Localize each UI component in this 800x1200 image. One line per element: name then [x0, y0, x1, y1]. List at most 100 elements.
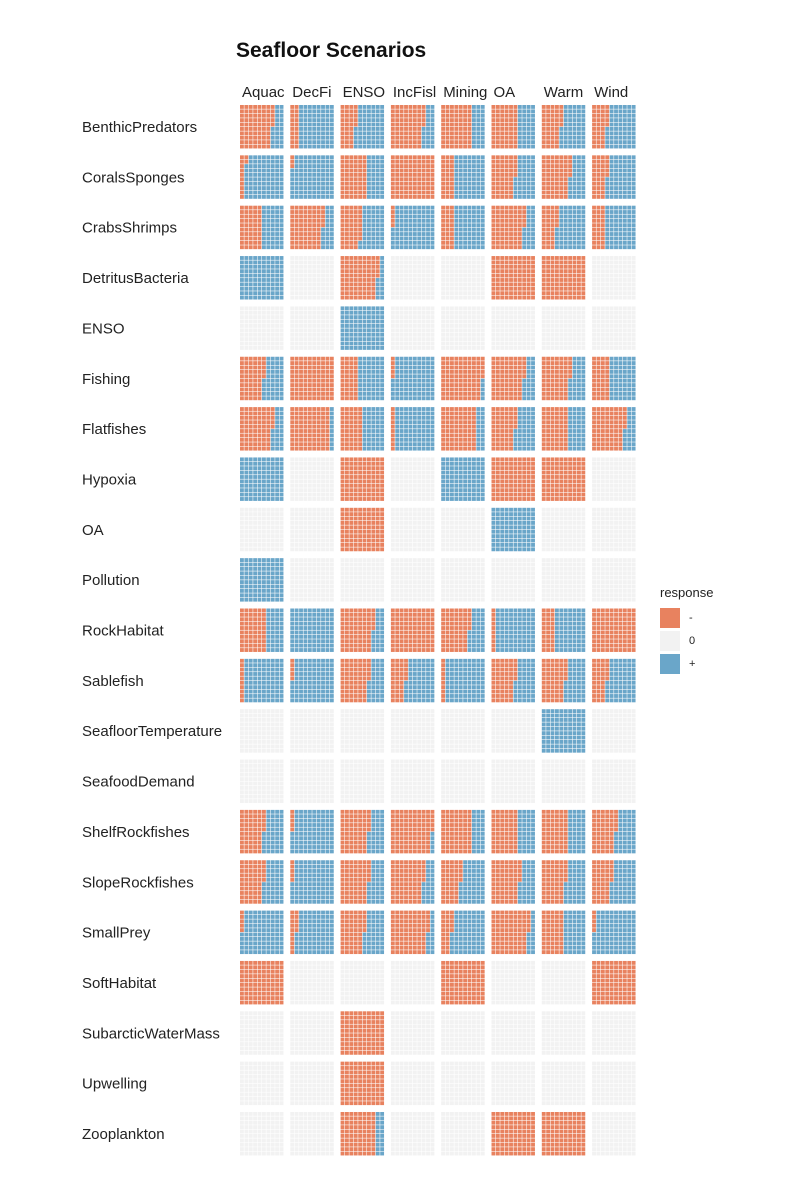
waffle-square: [509, 286, 513, 291]
waffle-square: [614, 396, 618, 401]
waffle-square: [329, 155, 334, 160]
waffle-square: [270, 214, 275, 219]
waffle-square: [380, 135, 385, 140]
waffle-square: [312, 109, 317, 114]
waffle-square: [441, 332, 446, 337]
waffle-square: [244, 232, 249, 236]
waffle-square: [605, 105, 610, 109]
waffle-square: [445, 181, 450, 186]
waffle-square: [450, 113, 454, 118]
waffle-square: [345, 269, 349, 274]
waffle-square: [430, 278, 435, 282]
waffle-square: [572, 291, 577, 296]
waffle-square: [307, 232, 312, 236]
waffle-square: [555, 391, 559, 396]
waffle-square: [463, 177, 468, 182]
waffle-square: [614, 164, 618, 168]
waffle-square: [349, 356, 354, 361]
waffle-square: [472, 337, 476, 342]
waffle-square: [480, 278, 485, 282]
waffle-square: [399, 260, 404, 265]
waffle-square: [559, 319, 564, 324]
waffle-square: [509, 319, 513, 324]
waffle-square: [353, 356, 358, 361]
waffle-square: [321, 310, 325, 315]
waffle-square: [513, 374, 518, 379]
waffle-square: [467, 210, 472, 214]
waffle-square: [472, 232, 476, 236]
waffle-square: [404, 319, 408, 324]
waffle-square: [248, 144, 253, 149]
waffle-square: [546, 269, 551, 274]
waffle-square: [408, 383, 413, 387]
waffle-square: [329, 286, 334, 291]
waffle-square: [321, 194, 325, 199]
waffle-square: [509, 260, 513, 265]
waffle-square: [426, 332, 430, 337]
waffle-square: [531, 286, 535, 291]
waffle-square: [244, 181, 249, 186]
waffle-square: [454, 383, 459, 387]
waffle-square: [248, 109, 253, 114]
waffle-square: [253, 324, 258, 328]
waffle-square: [417, 396, 422, 401]
waffle-square: [349, 205, 354, 210]
waffle-square: [622, 105, 627, 109]
waffle-square: [395, 291, 400, 296]
waffle-square: [312, 291, 317, 296]
waffle-square: [491, 278, 496, 282]
waffle-square: [631, 140, 636, 145]
waffle-square: [509, 374, 513, 379]
waffle-square: [399, 168, 404, 173]
waffle-square: [349, 127, 354, 131]
waffle-square: [476, 168, 481, 173]
waffle-square: [266, 356, 271, 361]
waffle-square: [240, 415, 244, 420]
waffle-square: [581, 264, 586, 269]
waffle-square: [605, 383, 610, 387]
waffle-square: [275, 291, 280, 296]
waffle-square: [299, 361, 303, 365]
waffle-square: [290, 383, 295, 387]
waffle-square: [380, 365, 385, 370]
waffle-square: [262, 361, 266, 365]
waffle-square: [367, 181, 371, 186]
waffle-square: [472, 159, 476, 164]
waffle-square: [367, 315, 371, 320]
waffle-square: [500, 278, 505, 282]
waffle-square: [441, 131, 446, 136]
waffle-square: [500, 295, 505, 300]
waffle-square: [412, 391, 417, 396]
waffle-square: [253, 346, 258, 350]
waffle-square: [262, 113, 266, 118]
waffle-square: [491, 319, 496, 324]
waffle-square: [568, 387, 573, 392]
waffle-square: [577, 122, 581, 127]
waffle-square: [345, 332, 349, 337]
waffle-square: [421, 278, 426, 282]
waffle-square: [404, 240, 408, 245]
waffle-square: [257, 411, 262, 416]
waffle-square: [353, 315, 358, 320]
waffle-square: [563, 155, 568, 160]
waffle-square: [240, 214, 244, 219]
waffle-square: [395, 324, 400, 328]
waffle-square: [559, 236, 564, 241]
waffle-square: [454, 245, 459, 250]
waffle-square: [257, 232, 262, 236]
waffle-square: [399, 365, 404, 370]
waffle-square: [526, 144, 531, 149]
waffle-square: [290, 210, 295, 214]
waffle-square: [572, 365, 577, 370]
waffle-square: [325, 177, 330, 182]
waffle-square: [458, 332, 463, 337]
waffle-square: [563, 306, 568, 311]
waffle-square: [430, 383, 435, 387]
waffle-square: [358, 105, 363, 109]
waffle-square: [303, 282, 308, 287]
waffle-square: [390, 140, 395, 145]
waffle-square: [631, 155, 636, 160]
waffle-square: [312, 218, 317, 223]
waffle-square: [480, 365, 485, 370]
waffle-square: [358, 315, 363, 320]
